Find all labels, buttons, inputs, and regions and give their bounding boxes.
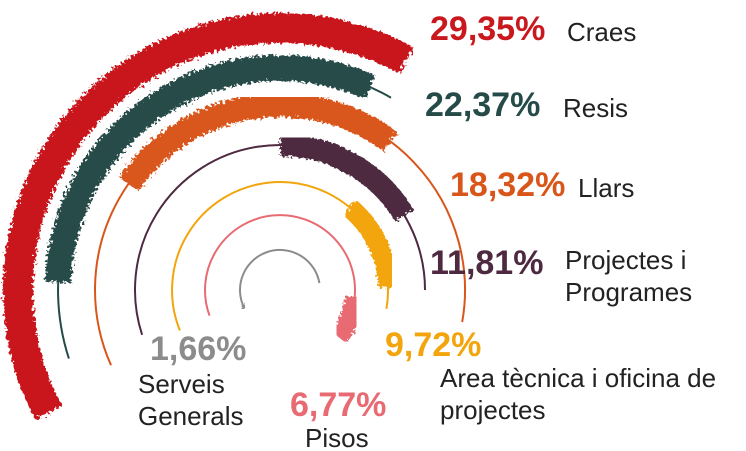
band bbox=[3, 13, 414, 421]
value-label: 11,81% bbox=[430, 244, 544, 282]
value-label: 1,66% bbox=[150, 330, 247, 368]
band bbox=[279, 134, 414, 222]
band bbox=[330, 295, 365, 344]
category-label: Craes bbox=[567, 17, 637, 47]
value-label: 22,37% bbox=[425, 86, 541, 124]
track bbox=[204, 214, 357, 317]
category-label: Area tècnica i oficina de projectes bbox=[440, 363, 717, 425]
value-label: 9,72% bbox=[385, 326, 482, 364]
category-label: Projectes i Programes bbox=[565, 245, 693, 307]
category-label: Serveis Generals bbox=[138, 369, 244, 431]
category-label: Resis bbox=[563, 93, 629, 123]
band bbox=[342, 199, 398, 288]
value-label: 18,32% bbox=[450, 166, 566, 204]
band bbox=[45, 55, 376, 283]
value-label: 6,77% bbox=[290, 386, 387, 424]
band bbox=[118, 93, 398, 191]
value-label: 29,35% bbox=[430, 10, 546, 48]
band bbox=[236, 300, 250, 311]
track bbox=[239, 248, 321, 309]
category-label: Pisos bbox=[305, 423, 369, 451]
category-label: Llars bbox=[578, 173, 635, 203]
track bbox=[134, 144, 426, 336]
